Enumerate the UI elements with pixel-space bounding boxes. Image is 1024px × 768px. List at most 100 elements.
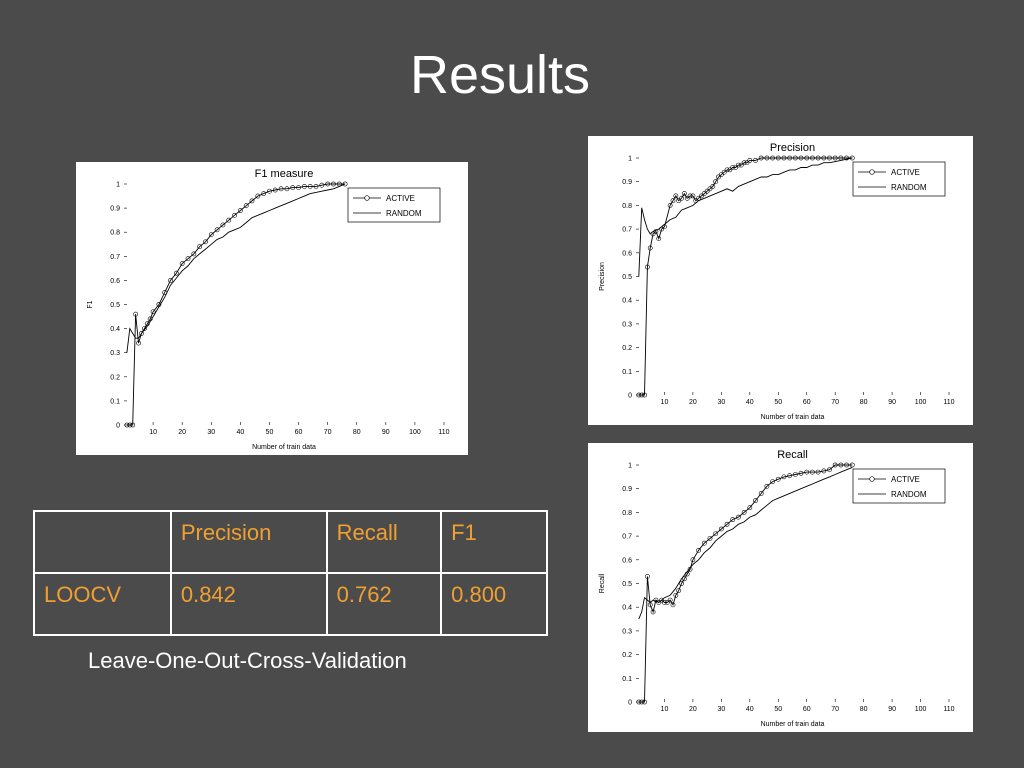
y-tick-label: 0.8	[622, 203, 632, 210]
data-point	[656, 236, 662, 241]
x-tick-label: 70	[324, 429, 332, 436]
x-axis-label: Number of train data	[252, 444, 316, 451]
data-point	[639, 699, 645, 705]
data-point	[636, 699, 642, 705]
x-tick-label: 100	[915, 399, 927, 406]
data-point	[832, 462, 838, 468]
results-table: Precision Recall F1 LOOCV 0.842 0.762 0.…	[33, 510, 548, 636]
data-point	[642, 699, 647, 705]
data-point	[676, 588, 682, 594]
data-point	[827, 155, 832, 161]
data-point	[667, 597, 673, 603]
legend-label: RANDOM	[891, 183, 927, 192]
x-tick-label: 40	[236, 429, 244, 436]
data-point	[261, 191, 267, 197]
y-tick-label: 0.6	[110, 278, 120, 285]
data-point	[208, 232, 214, 238]
recall-chart: Recall Number of train data Recall 10 20 30 40…	[588, 443, 973, 732]
y-tick-label: 0.7	[622, 534, 632, 541]
x-tick-label: 10	[661, 399, 669, 406]
chart-title: F1 measure	[255, 168, 314, 180]
slide-title: Results	[409, 45, 591, 105]
series-line-random	[638, 466, 853, 620]
data-point	[798, 470, 804, 476]
data-point	[179, 261, 185, 266]
data-point	[313, 184, 319, 189]
x-tick-label: 40	[746, 399, 754, 406]
y-axis-label: Precision	[599, 262, 606, 291]
data-point	[775, 155, 781, 161]
series-line-random	[126, 183, 346, 353]
data-point	[781, 155, 787, 161]
data-point	[267, 188, 272, 194]
data-point	[197, 244, 203, 250]
data-point	[730, 165, 736, 170]
legend-label: ACTIVE	[386, 194, 415, 203]
data-point	[787, 155, 793, 161]
y-tick-label: 1	[628, 156, 632, 163]
x-tick-label: 20	[689, 706, 697, 713]
x-tick-label: 110	[943, 706, 954, 713]
data-point	[821, 468, 827, 474]
data-point	[710, 184, 716, 189]
data-point	[804, 155, 810, 161]
x-axis-label: Number of train data	[761, 721, 825, 728]
series-line-active	[126, 183, 346, 426]
y-tick-label: 0.9	[622, 486, 632, 493]
data-point	[636, 392, 642, 398]
x-tick-label: 10	[661, 706, 669, 713]
y-axis-label: F1	[87, 300, 94, 308]
data-point	[237, 208, 243, 213]
x-tick-label: 90	[888, 399, 896, 406]
data-point	[792, 155, 798, 161]
data-point	[747, 505, 753, 511]
data-point	[191, 251, 197, 257]
data-point	[815, 469, 821, 475]
data-point	[764, 483, 770, 489]
x-tick-label: 60	[803, 706, 811, 713]
x-tick-label: 100	[915, 706, 927, 713]
f1-measure-chart: F1 measure Number of train data F1 10 20 30 40…	[76, 162, 468, 455]
y-tick-label: 0.1	[622, 676, 632, 683]
x-tick-label: 30	[717, 706, 725, 713]
data-point	[699, 193, 704, 199]
data-point	[696, 547, 701, 553]
data-point	[185, 256, 191, 262]
data-point	[667, 203, 673, 208]
data-point	[775, 476, 781, 482]
series-line-active	[638, 157, 853, 396]
x-tick-label: 80	[353, 429, 361, 436]
row-label-loocv: LOOCV	[33, 572, 172, 636]
data-point	[713, 179, 719, 185]
data-point	[301, 184, 307, 189]
data-point	[664, 600, 670, 605]
y-tick-label: 0.3	[622, 628, 632, 635]
data-point	[249, 198, 255, 204]
data-point	[718, 526, 724, 532]
legend-label: ACTIVE	[891, 168, 920, 177]
data-point	[718, 172, 724, 177]
y-tick-label: 0.5	[622, 274, 632, 281]
data-point	[342, 181, 348, 187]
x-axis-label: Number of train data	[761, 414, 825, 421]
data-point	[644, 573, 650, 579]
x-tick-label: 30	[207, 429, 215, 436]
y-axis-label: Recall	[599, 573, 606, 593]
data-point	[319, 182, 325, 188]
data-point	[753, 498, 758, 503]
data-point	[173, 270, 179, 276]
data-point	[821, 155, 827, 161]
data-point	[844, 462, 849, 468]
y-tick-label: 0.9	[110, 206, 120, 213]
data-point	[139, 331, 144, 336]
data-point	[701, 191, 707, 196]
data-point	[849, 462, 855, 468]
table-caption: Leave-One-Out-Cross-Validation	[88, 648, 407, 673]
y-tick-label: 0.2	[622, 345, 632, 352]
data-point	[724, 167, 730, 173]
data-point	[150, 309, 156, 315]
data-point	[832, 155, 838, 161]
cell-precision: 0.842	[169, 572, 328, 636]
legend-label: ACTIVE	[891, 475, 920, 484]
